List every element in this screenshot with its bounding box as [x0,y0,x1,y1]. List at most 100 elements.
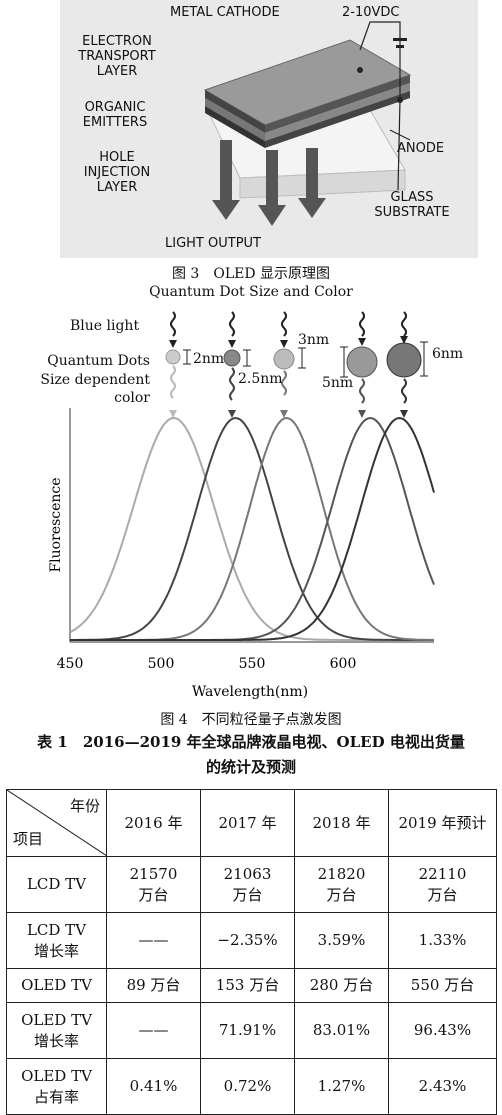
label-voltage: 2-10VDC [342,5,400,20]
row-label-line1: LCD TV [26,920,87,939]
x-tick-label: 600 [330,656,357,672]
table-cell: 22110 万台 [388,856,497,913]
row-label-line2: 占有率 [33,1087,79,1106]
row-label: LCD TV [6,856,107,913]
label-hole-injection: HOLE INJECTION LAYER [83,150,151,195]
table-corner-cell: 年份 项目 [6,789,107,857]
size-label-5nm: 5nm [322,375,354,391]
x-tick-label: 500 [148,656,175,672]
quantum-dot-2.5nm [223,311,241,418]
year-header-2017: 2017 年 [200,789,295,857]
quantum-dot-6nm [386,311,422,418]
spectrum-curve-2.5nm [70,416,434,641]
x-tick-label: 450 [57,656,84,672]
cell-text: 万台 [427,885,458,904]
size-dependent-label: Size dependent [40,372,150,388]
table-cell: 550 万台 [388,968,497,1003]
row-label-line2: 增长率 [33,1031,79,1050]
row-label-line1: OLED TV [21,1066,92,1085]
table-row: OLED TV 占有率 0.41% 0.72% 1.27% 2.43% [6,1058,497,1115]
cell-text: 万台 [138,885,169,904]
table-cell: 1.27% [294,1058,389,1115]
year-header-2019: 2019 年预计 [388,789,497,857]
label-metal-cathode: METAL CATHODE [170,5,280,20]
cell-text: 0.41% [129,1077,178,1095]
table-header-row: 年份 项目 2016 年 2017 年 2018 年 2019 年预计 [6,789,497,857]
spectrum-curve-6nm [70,416,435,641]
table-cell: 21820 万台 [294,856,389,913]
row-label-line2: 增长率 [33,941,79,960]
corner-item-label: 项目 [13,830,44,848]
table-cell: 83.01% [294,1002,389,1059]
cell-text: 2.43% [418,1077,467,1095]
cell-text: −2.35% [217,931,278,949]
label-electron-transport: ELECTRON TRANSPORT LAYER [78,34,156,79]
x-tick-label: 550 [239,656,266,672]
cell-text: 550 万台 [410,976,475,994]
cell-text: 1.33% [418,931,467,949]
table-cell: 0.41% [106,1058,201,1115]
row-label: LCD TV 增长率 [6,912,107,969]
corner-year-label: 年份 [69,797,100,815]
table-cell: 96.43% [388,1002,497,1059]
quantum-dot-illustration [165,311,428,418]
cell-text: 万台 [232,885,263,904]
shipment-table: 年份 项目 2016 年 2017 年 2018 年 2019 年预计 LCD … [6,789,497,1115]
table-row: OLED TV 89 万台 153 万台 280 万台 550 万台 [6,968,497,1003]
row-label: OLED TV [6,968,107,1003]
table-cell: 153 万台 [200,968,295,1003]
cell-text: 21063 [223,864,272,883]
figure-3-caption: 图 3 OLED 显示原理图 [171,266,331,282]
cell-text: 3.59% [317,931,366,949]
quantum-dots-label: Quantum Dots [47,353,150,369]
quantum-dot-5nm [346,311,378,418]
cell-text: 0.72% [223,1077,272,1095]
label-light-output: LIGHT OUTPUT [165,236,261,251]
spectrum-curve-2nm [69,416,434,641]
table-row: LCD TV 增长率 —— −2.35% 3.59% 1.33% [6,912,497,969]
table-cell: —— [106,912,201,969]
figure-4-title: Quantum Dot Size and Color [149,284,353,300]
label-anode: ANODE [397,141,445,156]
row-label-line1: LCD TV [26,875,87,893]
table-row: OLED TV 增长率 —— 71.91% 83.01% 96.43% [6,1002,497,1059]
fluorescence-chart: 450 500 550 600 Wavelength(nm) Fluorescence [48,408,435,700]
table-cell: 2.43% [388,1058,497,1115]
cell-text: 1.27% [317,1077,366,1095]
table-cell: 21063 万台 [200,856,295,913]
row-label: OLED TV 增长率 [6,1002,107,1059]
y-axis-label: Fluorescence [48,477,64,572]
label-organic-emitters: ORGANIC EMITTERS [82,100,148,130]
blue-light-label: Blue light [70,318,140,334]
cell-text: 万台 [326,885,357,904]
cell-text: 89 万台 [126,976,181,994]
label-glass-substrate: GLASS SUBSTRATE [374,190,450,220]
cell-text: —— [138,931,169,949]
table-cell: 89 万台 [106,968,201,1003]
cell-text: 21570 [129,864,178,883]
table-row: LCD TV 21570 万台 21063 万台 21820 万台 22110 万台 [6,856,497,913]
size-label-6nm: 6nm [432,346,464,362]
oled-layer-illustration [203,21,412,226]
figure-4-caption: 图 4 不同粒径量子点激发图 [160,712,342,728]
size-label-2.5nm: 2.5nm [238,371,283,387]
cell-text: 21820 [317,864,366,883]
cell-text: 96.43% [413,1021,472,1039]
table-cell: 71.91% [200,1002,295,1059]
figure-3-oled-diagram: METAL CATHODE 2-10VDC ELECTRON TRANSPORT… [60,0,478,258]
quantum-dot-2nm [165,311,181,418]
quantum-dot-3nm [273,311,295,418]
table-cell: 1.33% [388,912,497,969]
row-label: OLED TV 占有率 [6,1058,107,1115]
cell-text: 280 万台 [309,976,374,994]
year-header-2016: 2016 年 [106,789,201,857]
row-label-line1: OLED TV [21,1010,92,1029]
row-label-line1: OLED TV [21,976,92,994]
table-cell: 280 万台 [294,968,389,1003]
table-cell: 3.59% [294,912,389,969]
table-cell: —— [106,1002,201,1059]
cell-text: 71.91% [218,1021,277,1039]
table-cell: 0.72% [200,1058,295,1115]
cell-text: 153 万台 [215,976,280,994]
x-axis-label: Wavelength(nm) [192,684,308,700]
